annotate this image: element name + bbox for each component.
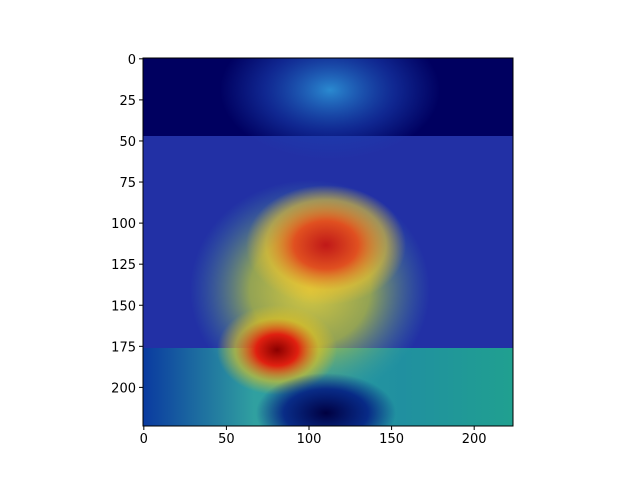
y-tick-label: 150 bbox=[111, 299, 136, 314]
y-tick-label: 25 bbox=[119, 94, 136, 109]
heatmap-image bbox=[143, 58, 513, 426]
y-tick-label: 0 bbox=[128, 53, 136, 68]
y-tick-label: 75 bbox=[119, 176, 136, 191]
axes-frame bbox=[142, 57, 514, 427]
x-tick-label: 100 bbox=[297, 432, 322, 447]
x-tick-label: 0 bbox=[140, 432, 148, 447]
y-tick-label: 175 bbox=[111, 340, 136, 355]
x-tick-label: 150 bbox=[379, 432, 404, 447]
y-tick-label: 100 bbox=[111, 217, 136, 232]
x-tick-label: 200 bbox=[462, 432, 487, 447]
x-tick-label: 50 bbox=[218, 432, 235, 447]
y-tick-label: 200 bbox=[111, 381, 136, 396]
y-tick-label: 50 bbox=[119, 135, 136, 150]
y-tick-label: 125 bbox=[111, 258, 136, 273]
